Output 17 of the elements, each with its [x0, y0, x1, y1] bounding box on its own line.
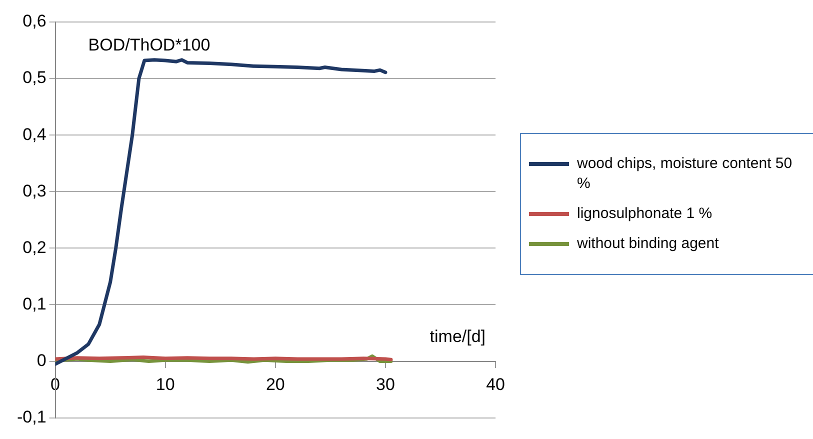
y-tick-label: 0: [36, 350, 46, 370]
y-tick-label: 0,3: [22, 181, 46, 200]
y-axis-title: BOD/ThOD*100: [88, 36, 210, 55]
legend-label: wood chips, moisture content 50 %: [577, 154, 794, 194]
legend-label: without binding agent: [577, 234, 719, 254]
x-tick-label: 30: [376, 375, 395, 394]
x-axis-title: time/[d]: [430, 326, 486, 346]
y-tick-label: 0,4: [22, 124, 46, 144]
y-tick-label: 0,5: [22, 68, 46, 88]
x-tick-label: 20: [266, 375, 285, 394]
x-tick-label: 40: [486, 375, 506, 394]
y-tick-label: -0,1: [16, 407, 46, 426]
y-tick-label: 0,6: [22, 12, 46, 31]
legend-label: lignosulphonate 1 %: [577, 204, 712, 224]
y-tick-label: 0,1: [22, 294, 46, 314]
x-tick-label: 10: [156, 375, 175, 394]
y-tick-label: 0,2: [22, 238, 46, 257]
